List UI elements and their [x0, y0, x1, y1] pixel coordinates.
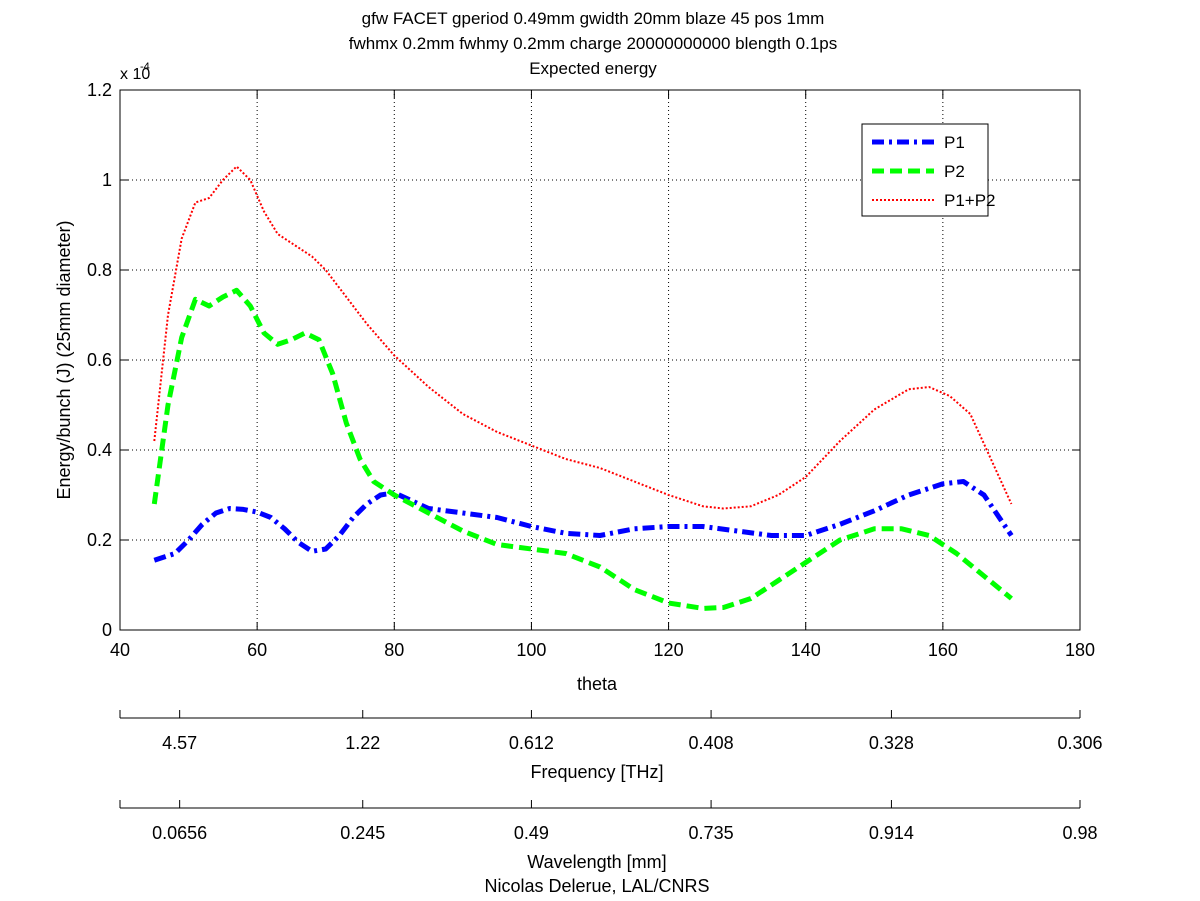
- y-tick-label: 0: [102, 620, 112, 640]
- secondary-tick-label: 0.0656: [152, 823, 207, 843]
- legend: P1 P2 P1+P2: [861, 123, 996, 217]
- x-tick-label: 80: [384, 640, 404, 660]
- y-tick-label: 0.8: [87, 260, 112, 280]
- y-tick-label: 0.6: [87, 350, 112, 370]
- chart-title-block: gfw FACET gperiod 0.49mm gwidth 20mm bla…: [349, 9, 838, 78]
- legend-label-p1: P1: [944, 133, 965, 152]
- x-tick-label: 160: [928, 640, 958, 660]
- series-line-p2: [151, 287, 1013, 611]
- secondary-tick-label: 0.328: [869, 733, 914, 753]
- footer-credit: Nicolas Delerue, LAL/CNRS: [484, 876, 709, 896]
- y-axis-label: Energy/bunch (J) (25mm diameter): [54, 220, 74, 499]
- secondary-tick-label: 0.306: [1057, 733, 1102, 753]
- secondary-tick-label: 4.57: [162, 733, 197, 753]
- legend-label-p2: P2: [944, 162, 965, 181]
- legend-label-p1-p2: P1+P2: [944, 191, 996, 210]
- chart-title-line-2: fwhmx 0.2mm fwhmy 0.2mm charge 200000000…: [349, 34, 838, 53]
- x-tick-label: 100: [516, 640, 546, 660]
- secondary-tick-label: 0.98: [1062, 823, 1097, 843]
- y-exponent-base: x 10: [120, 66, 150, 83]
- y-tick-label: 1.2: [87, 80, 112, 100]
- secondary-tick-label: 1.22: [345, 733, 380, 753]
- secondary-tick-label: 0.735: [689, 823, 734, 843]
- y-exponent-label: x 10 -4: [120, 61, 150, 83]
- axis-ticks: 40 60 80 100 120 140 160 180 0 0.2 0.4 0.6 0.8 1 1.2: [87, 80, 1095, 660]
- secondary-tick-label: 0.612: [509, 733, 554, 753]
- secondary-tick-label: 0.49: [514, 823, 549, 843]
- x-tick-label: 60: [247, 640, 267, 660]
- x-axis-label: theta: [577, 674, 618, 694]
- y-tick-label: 0.4: [87, 440, 112, 460]
- series-line-p1: [153, 479, 1014, 563]
- x-tick-label: 140: [791, 640, 821, 660]
- chart-title-line-3: Expected energy: [529, 59, 657, 78]
- series-lines: [151, 165, 1014, 611]
- y-tick-label: 1: [102, 170, 112, 190]
- grid-lines: [120, 90, 1080, 630]
- secondary-axes: 4.57 1.22 0.612 0.408 0.328 0.306 Frequency [T…: [119, 710, 1103, 872]
- secondary-tick-label: 0.408: [689, 733, 734, 753]
- x-tick-label: 120: [654, 640, 684, 660]
- secondary-axis-label-wavelength-mm: Wavelength [mm]: [527, 852, 666, 872]
- y-tick-label: 0.2: [87, 530, 112, 550]
- secondary-axis-label-frequency-thz: Frequency [THz]: [530, 762, 663, 782]
- x-tick-label: 180: [1065, 640, 1095, 660]
- y-exponent-power: -4: [140, 61, 150, 73]
- chart-title-line-1: gfw FACET gperiod 0.49mm gwidth 20mm bla…: [362, 9, 825, 28]
- secondary-tick-label: 0.914: [869, 823, 914, 843]
- x-tick-label: 40: [110, 640, 130, 660]
- secondary-tick-label: 0.245: [340, 823, 385, 843]
